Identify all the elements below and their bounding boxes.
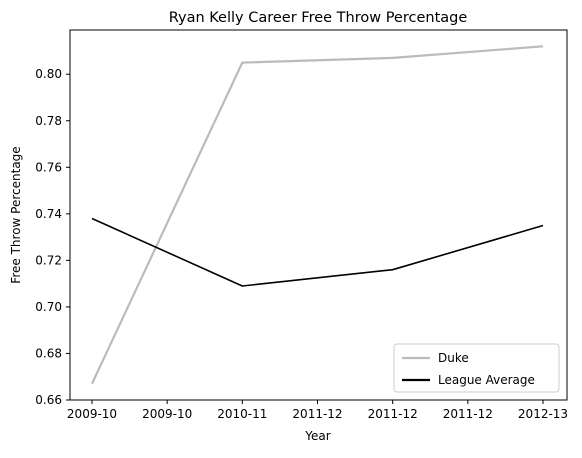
series-line-league-average [92, 219, 543, 287]
x-tick-label: 2011-12 [368, 407, 418, 421]
chart-title: Ryan Kelly Career Free Throw Percentage [169, 10, 468, 26]
x-axis-ticks: 2009-10 2009-10 2010-11 2011-12 2011-12 2011-… [67, 400, 568, 421]
y-tick-label: 0.74 [35, 207, 62, 221]
x-axis-label: Year [304, 429, 330, 443]
y-tick-label: 0.80 [35, 67, 62, 81]
x-tick-label: 2011-12 [292, 407, 342, 421]
y-tick-label: 0.78 [35, 114, 62, 128]
x-tick-label: 2009-10 [67, 407, 117, 421]
y-tick-label: 0.68 [35, 346, 62, 360]
y-tick-label: 0.66 [35, 393, 62, 407]
y-axis-ticks: 0.66 0.68 0.70 0.72 0.74 0.76 0.78 0.80 [35, 67, 70, 407]
y-tick-label: 0.76 [35, 160, 62, 174]
x-tick-label: 2010-11 [217, 407, 267, 421]
y-tick-label: 0.72 [35, 253, 62, 267]
legend: Duke League Average [394, 344, 559, 392]
x-tick-label: 2012-13 [518, 407, 568, 421]
series-line-duke [92, 46, 543, 383]
x-tick-label: 2009-10 [142, 407, 192, 421]
y-axis-label: Free Throw Percentage [9, 146, 23, 283]
y-tick-label: 0.70 [35, 300, 62, 314]
legend-label: Duke [438, 351, 469, 365]
series-layer [92, 46, 543, 383]
legend-label: League Average [438, 373, 535, 387]
x-tick-label: 2011-12 [443, 407, 493, 421]
